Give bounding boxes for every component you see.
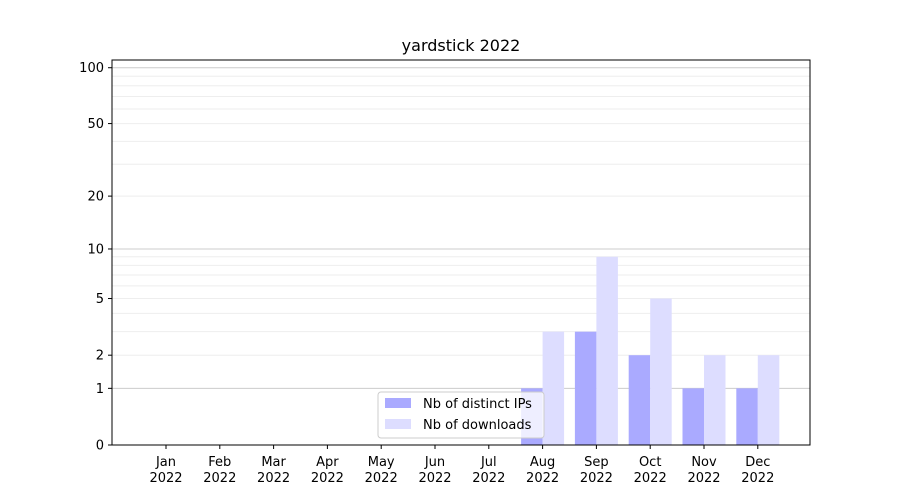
bar-distinct-ips: [682, 388, 704, 445]
x-tick-label-year: 2022: [526, 471, 559, 486]
y-tick-label: 0: [96, 439, 104, 454]
x-tick-label-month: Jul: [480, 455, 497, 470]
x-tick-label-month: Apr: [316, 455, 339, 470]
x-tick-label-year: 2022: [257, 471, 290, 486]
legend-frame: [377, 391, 545, 439]
legend-label-downloads: Nb of downloads: [423, 418, 532, 433]
y-tick-label: 1: [96, 382, 104, 397]
x-tick-label-year: 2022: [741, 471, 774, 486]
x-axis: Jan2022Feb2022Mar2022Apr2022May2022Jun20…: [149, 445, 774, 486]
bars-layer: [521, 256, 780, 445]
bar-downloads: [757, 355, 780, 445]
bar-distinct-ips: [628, 355, 651, 445]
x-tick-label-year: 2022: [634, 471, 667, 486]
bar-downloads: [650, 298, 672, 445]
y-tick-label: 2: [96, 349, 104, 364]
y-tick-label: 100: [79, 61, 104, 76]
legend-swatch-distinct-ips: [385, 398, 411, 408]
x-tick-label-month: Jan: [155, 455, 176, 470]
y-tick-label: 50: [87, 117, 104, 132]
x-tick-label-month: Aug: [530, 455, 555, 470]
x-tick-label-year: 2022: [580, 471, 613, 486]
grid-layer: [112, 67, 810, 389]
x-tick-label-year: 2022: [203, 471, 236, 486]
y-axis: 0 1 2 5 10 20 50 100: [79, 61, 112, 454]
x-tick-label-year: 2022: [687, 471, 720, 486]
bar-distinct-ips: [736, 388, 758, 445]
x-tick-label-year: 2022: [472, 471, 505, 486]
x-tick-label-month: Jun: [424, 455, 445, 470]
x-tick-label-year: 2022: [311, 471, 344, 486]
legend-label-distinct-ips: Nb of distinct IPs: [423, 397, 532, 412]
plot-frame: [111, 59, 811, 446]
x-tick-label-month: Sep: [584, 455, 609, 470]
chart-title: yardstick 2022: [402, 36, 521, 55]
y-tick-label: 5: [96, 292, 104, 307]
x-tick-label-month: May: [368, 455, 395, 470]
legend-swatch-downloads: [385, 419, 411, 429]
x-tick-label-month: Dec: [745, 455, 770, 470]
x-tick-label-month: Oct: [639, 455, 661, 470]
bar-downloads: [542, 331, 565, 445]
y-tick-label: 10: [87, 242, 104, 257]
x-tick-label-month: Nov: [691, 455, 717, 470]
bar-downloads: [596, 256, 618, 445]
x-tick-label-month: Feb: [208, 455, 231, 470]
x-tick-label-year: 2022: [149, 471, 182, 486]
x-tick-label-month: Mar: [261, 455, 286, 470]
x-tick-label-year: 2022: [365, 471, 398, 486]
legend: Nb of distinct IPs Nb of downloads: [377, 391, 545, 439]
x-tick-label-year: 2022: [418, 471, 451, 486]
bar-distinct-ips: [574, 331, 597, 445]
y-tick-label: 20: [87, 190, 104, 205]
bar-downloads: [704, 355, 726, 445]
